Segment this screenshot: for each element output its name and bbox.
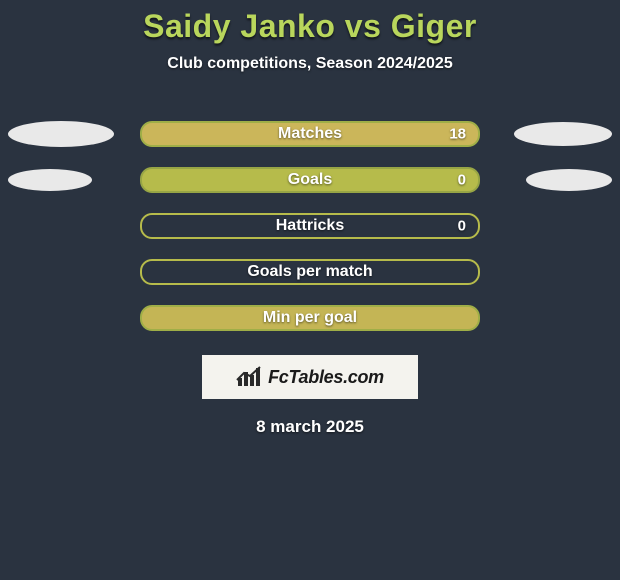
- stat-label: Min per goal: [263, 309, 357, 327]
- page-subtitle: Club competitions, Season 2024/2025: [0, 55, 620, 73]
- stat-row-hattricks: Hattricks 0: [0, 203, 620, 249]
- snapshot-date: 8 march 2025: [0, 417, 620, 437]
- stat-bar: Goals per match: [140, 259, 480, 285]
- stat-row-min_per_goal: Min per goal: [0, 295, 620, 341]
- right-ellipse-icon: [514, 122, 612, 146]
- stat-row-matches: Matches 18: [0, 111, 620, 157]
- stat-label: Goals per match: [247, 263, 372, 281]
- chart-bars-icon: [236, 366, 262, 388]
- left-ellipse-icon: [8, 169, 92, 191]
- stat-row-goals: Goals 0: [0, 157, 620, 203]
- stat-row-goals_per_match: Goals per match: [0, 249, 620, 295]
- left-ellipse-icon: [8, 121, 114, 147]
- stat-value: 0: [458, 172, 466, 189]
- stat-bar: Goals 0: [140, 167, 480, 193]
- stat-label: Matches: [278, 125, 342, 143]
- comparison-card: Saidy Janko vs Giger Club competitions, …: [0, 0, 620, 580]
- stat-bar: Min per goal: [140, 305, 480, 331]
- logo-text: FcTables.com: [268, 367, 384, 388]
- page-title: Saidy Janko vs Giger: [0, 8, 620, 45]
- source-logo: FcTables.com: [202, 355, 418, 399]
- stat-label: Hattricks: [276, 217, 344, 235]
- stats-list: Matches 18 Goals 0 Hattricks 0 Goals per match…: [0, 111, 620, 341]
- stat-bar: Matches 18: [140, 121, 480, 147]
- stat-value: 0: [458, 218, 466, 235]
- stat-value: 18: [449, 126, 466, 143]
- stat-label: Goals: [288, 171, 332, 189]
- stat-bar: Hattricks 0: [140, 213, 480, 239]
- right-ellipse-icon: [526, 169, 612, 191]
